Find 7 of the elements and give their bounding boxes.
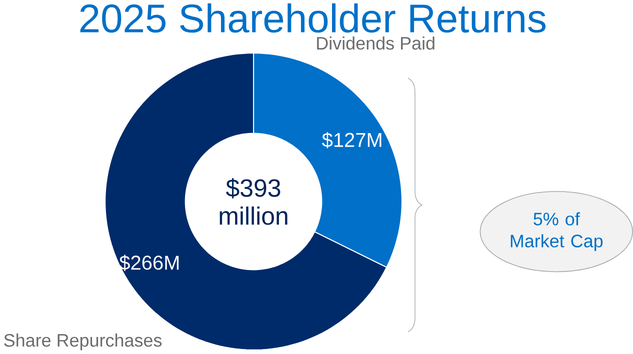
- text: $393 million: [220, 178, 288, 226]
- slice-label: Dividends Paid: [317, 36, 434, 50]
- data-label: $127M: [322, 132, 382, 148]
- text: 5% of Market Cap: [510, 212, 603, 252]
- slice-label: Share Repurchases: [4, 334, 162, 350]
- chart-title: 2025 Shareholder Returns: [80, 4, 546, 33]
- data-label: $266M: [119, 254, 179, 272]
